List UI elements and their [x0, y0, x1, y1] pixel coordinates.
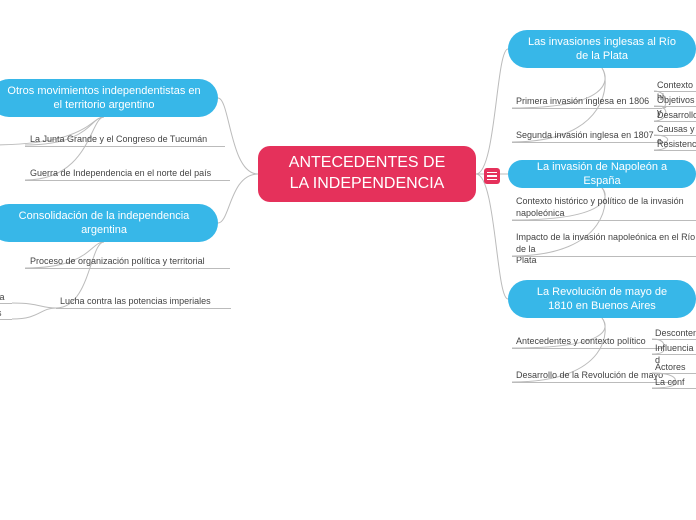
leaf-underline — [512, 348, 660, 349]
leaf-label: Contexto histórico y político de la inva… — [516, 196, 684, 219]
leaf-underline — [654, 91, 696, 92]
leaf-underline — [512, 142, 664, 143]
leaf-label: Primera invasión inglesa en 1806 — [516, 96, 649, 108]
leaf-underline — [652, 373, 696, 374]
leaf-label: onales — [0, 308, 2, 320]
branch-node[interactable]: La invasión de Napoleón a España — [508, 160, 696, 188]
leaf-label: Resistencio — [657, 139, 696, 151]
leaf-underline — [25, 180, 230, 181]
leaf-underline — [654, 106, 696, 107]
leaf-label: españa — [0, 292, 5, 304]
leaf-underline — [652, 354, 696, 355]
leaf-label: Actores — [655, 362, 686, 374]
leaf-underline — [512, 220, 696, 221]
leaf-underline — [652, 388, 696, 389]
leaf-label: Segunda invasión inglesa en 1807 — [516, 130, 654, 142]
leaf-label: Antecedentes y contexto político — [516, 336, 646, 348]
leaf-underline — [512, 382, 672, 383]
leaf-label: Guerra de Independencia en el norte del … — [30, 168, 211, 180]
note-icon[interactable] — [484, 168, 500, 184]
leaf-label: Descontento — [655, 328, 696, 340]
leaf-label: Lucha contra las potencias imperiales — [60, 296, 211, 308]
leaf-label: La conf — [655, 377, 685, 389]
leaf-underline — [654, 121, 696, 122]
branch-node[interactable]: Consolidación de la independencia argent… — [0, 204, 218, 242]
leaf-underline — [654, 150, 696, 151]
leaf-underline — [654, 135, 696, 136]
leaf-label: Impacto de la invasión napoleónica en el… — [516, 232, 696, 267]
branch-node[interactable]: Las invasiones inglesas al Río de la Pla… — [508, 30, 696, 68]
leaf-label: Desarrollo — [657, 110, 696, 122]
center-node[interactable]: ANTECEDENTES DE LA INDEPENDENCIA — [258, 146, 476, 202]
leaf-underline — [0, 319, 12, 320]
leaf-underline — [512, 256, 696, 257]
leaf-underline — [652, 339, 696, 340]
leaf-underline — [512, 108, 662, 109]
leaf-label: Proceso de organización política y terri… — [30, 256, 205, 268]
leaf-underline — [0, 303, 12, 304]
leaf-underline — [56, 308, 231, 309]
branch-node[interactable]: La Revolución de mayo de 1810 en Buenos … — [508, 280, 696, 318]
leaf-label: La Junta Grande y el Congreso de Tucumán — [30, 134, 207, 146]
leaf-label: Desarrollo de la Revolución de mayo — [516, 370, 663, 382]
leaf-underline — [25, 146, 225, 147]
leaf-underline — [25, 268, 230, 269]
branch-node[interactable]: Otros movimientos independentistas en el… — [0, 79, 218, 117]
